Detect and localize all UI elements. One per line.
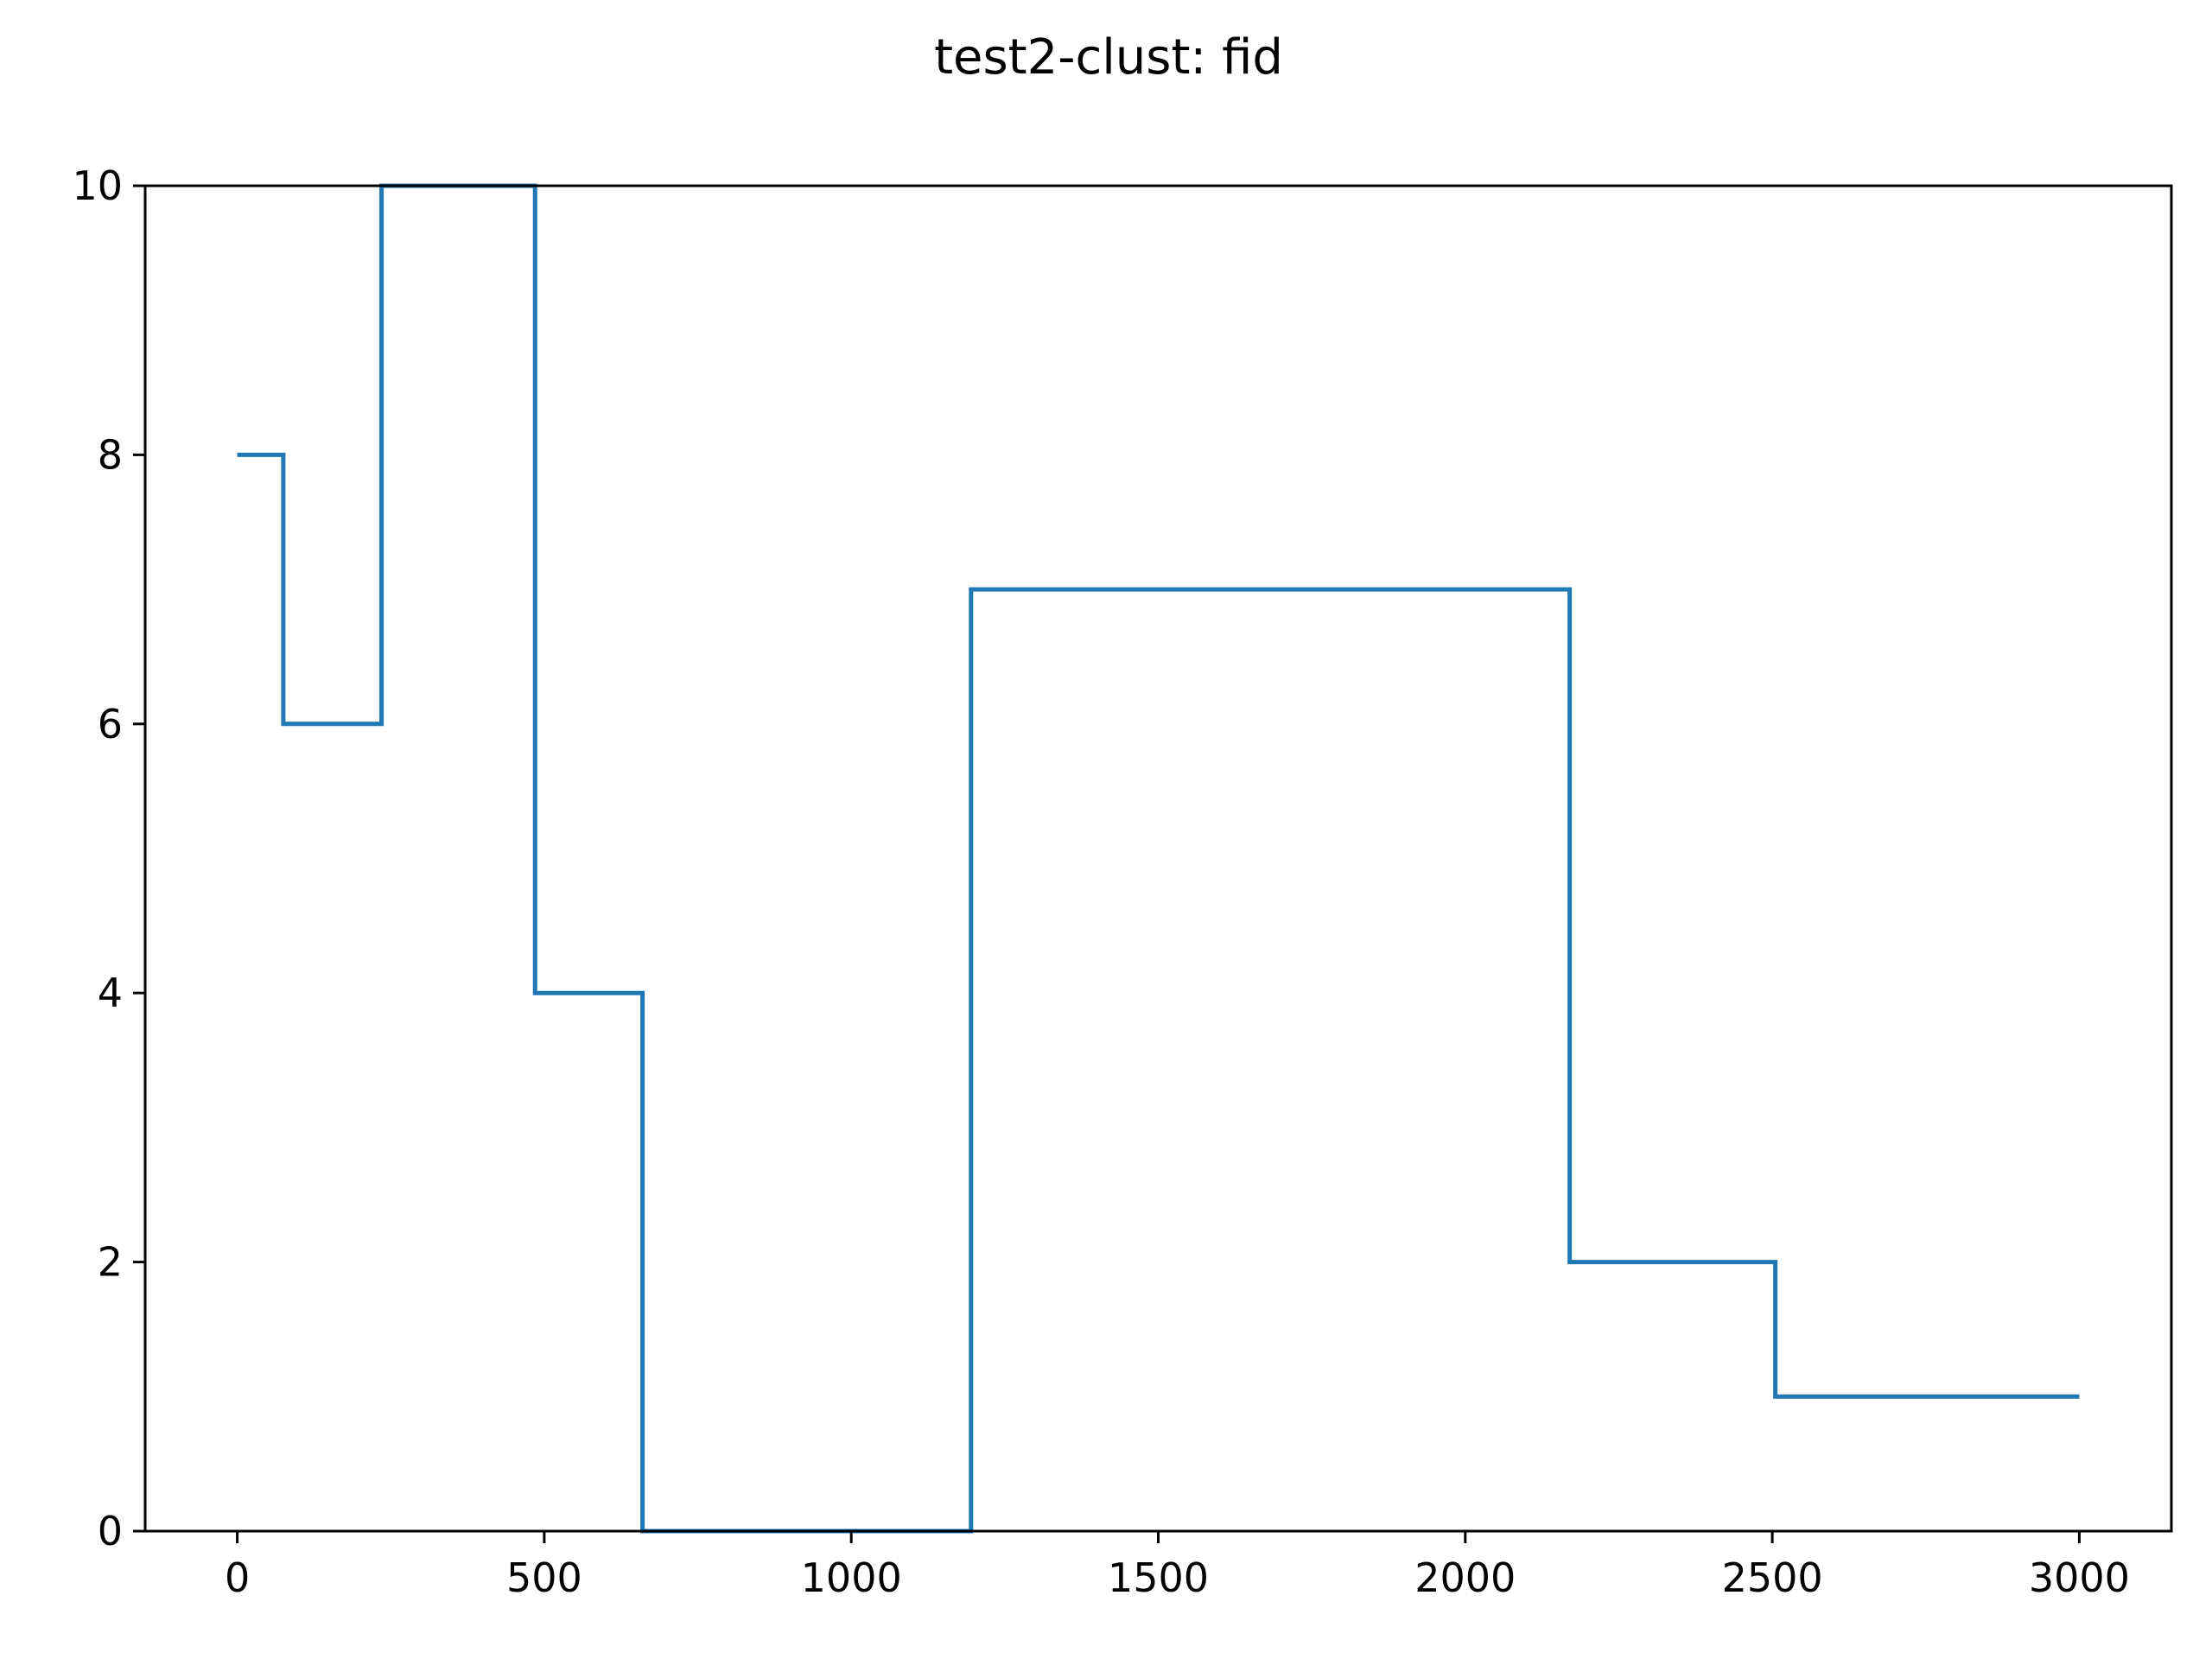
y-tick-label: 10 (72, 162, 123, 209)
y-tick-label: 2 (98, 1239, 123, 1286)
x-tick-label: 2000 (1414, 1554, 1516, 1601)
y-tick-label: 0 (98, 1508, 123, 1554)
series-layer (237, 183, 2080, 1534)
x-tick-label: 1500 (1108, 1554, 1209, 1601)
y-tick-label: 6 (98, 701, 123, 747)
plot-frame (143, 184, 2173, 1533)
y-tick-label: 8 (98, 431, 123, 478)
x-tick-label: 500 (506, 1554, 582, 1601)
x-tick-label: 1000 (801, 1554, 902, 1601)
x-tick-label: 0 (225, 1554, 250, 1601)
x-tick-label: 2500 (1722, 1554, 1823, 1601)
x-tick-label: 3000 (2029, 1554, 2130, 1601)
series-line (237, 183, 2080, 1534)
y-axis: 0 2 4 6 8 10 (72, 162, 145, 1554)
chart-title: test2-clust: fid (934, 29, 1283, 86)
x-axis: 0 500 1000 1500 2000 2500 3000 (225, 1531, 2130, 1601)
y-tick-label: 4 (98, 969, 123, 1016)
